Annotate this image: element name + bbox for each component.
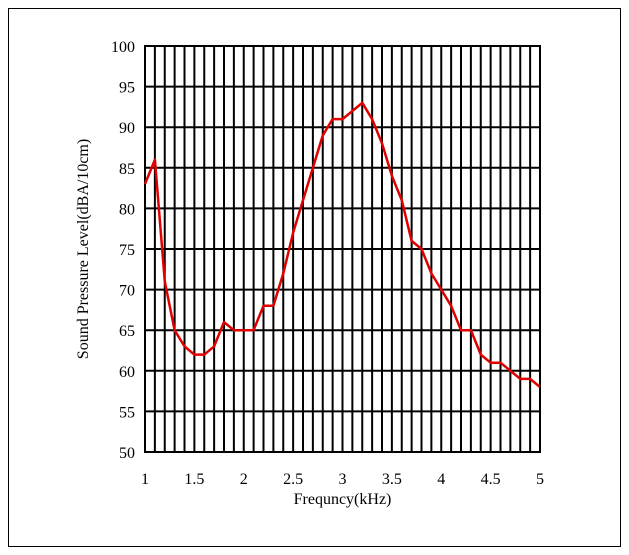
y-tick-label: 70 — [119, 283, 135, 300]
x-tick-label: 1 — [141, 471, 149, 488]
x-tick-label: 5 — [536, 471, 544, 488]
y-tick-label: 95 — [119, 80, 135, 97]
y-tick-label: 100 — [111, 39, 135, 56]
x-tick-label: 3 — [339, 471, 347, 488]
y-tick-label: 60 — [119, 364, 135, 381]
x-tick-label: 3.5 — [382, 471, 402, 488]
x-tick-label: 2.5 — [283, 471, 303, 488]
plot-area-border — [144, 45, 541, 453]
series-group — [143, 101, 541, 388]
y-tick-label: 65 — [119, 323, 135, 340]
y-tick-label: 85 — [119, 161, 135, 178]
y-tick-label: 55 — [119, 404, 135, 421]
x-tick-labels: 1 1.5 2 2.5 3 3.5 4 4.5 5 — [141, 471, 544, 488]
y-tick-label: 80 — [119, 201, 135, 218]
y-tick-label: 75 — [119, 242, 135, 259]
y-tick-label: 50 — [119, 445, 135, 462]
x-tick-label: 4 — [437, 471, 445, 488]
x-tick-label: 2 — [240, 471, 248, 488]
y-tick-label: 90 — [119, 120, 135, 137]
y-axis-label: Sound Pressure Level(dBA/10cm) — [75, 139, 92, 359]
y-tick-labels: 50 55 60 65 70 75 80 85 90 95 100 — [111, 39, 135, 462]
series-line — [143, 101, 541, 388]
x-axis-label: Frequncy(kHz) — [294, 491, 392, 508]
chart-frame — [8, 8, 621, 547]
x-tick-label: 1.5 — [184, 471, 204, 488]
x-tick-label: 4.5 — [481, 471, 501, 488]
